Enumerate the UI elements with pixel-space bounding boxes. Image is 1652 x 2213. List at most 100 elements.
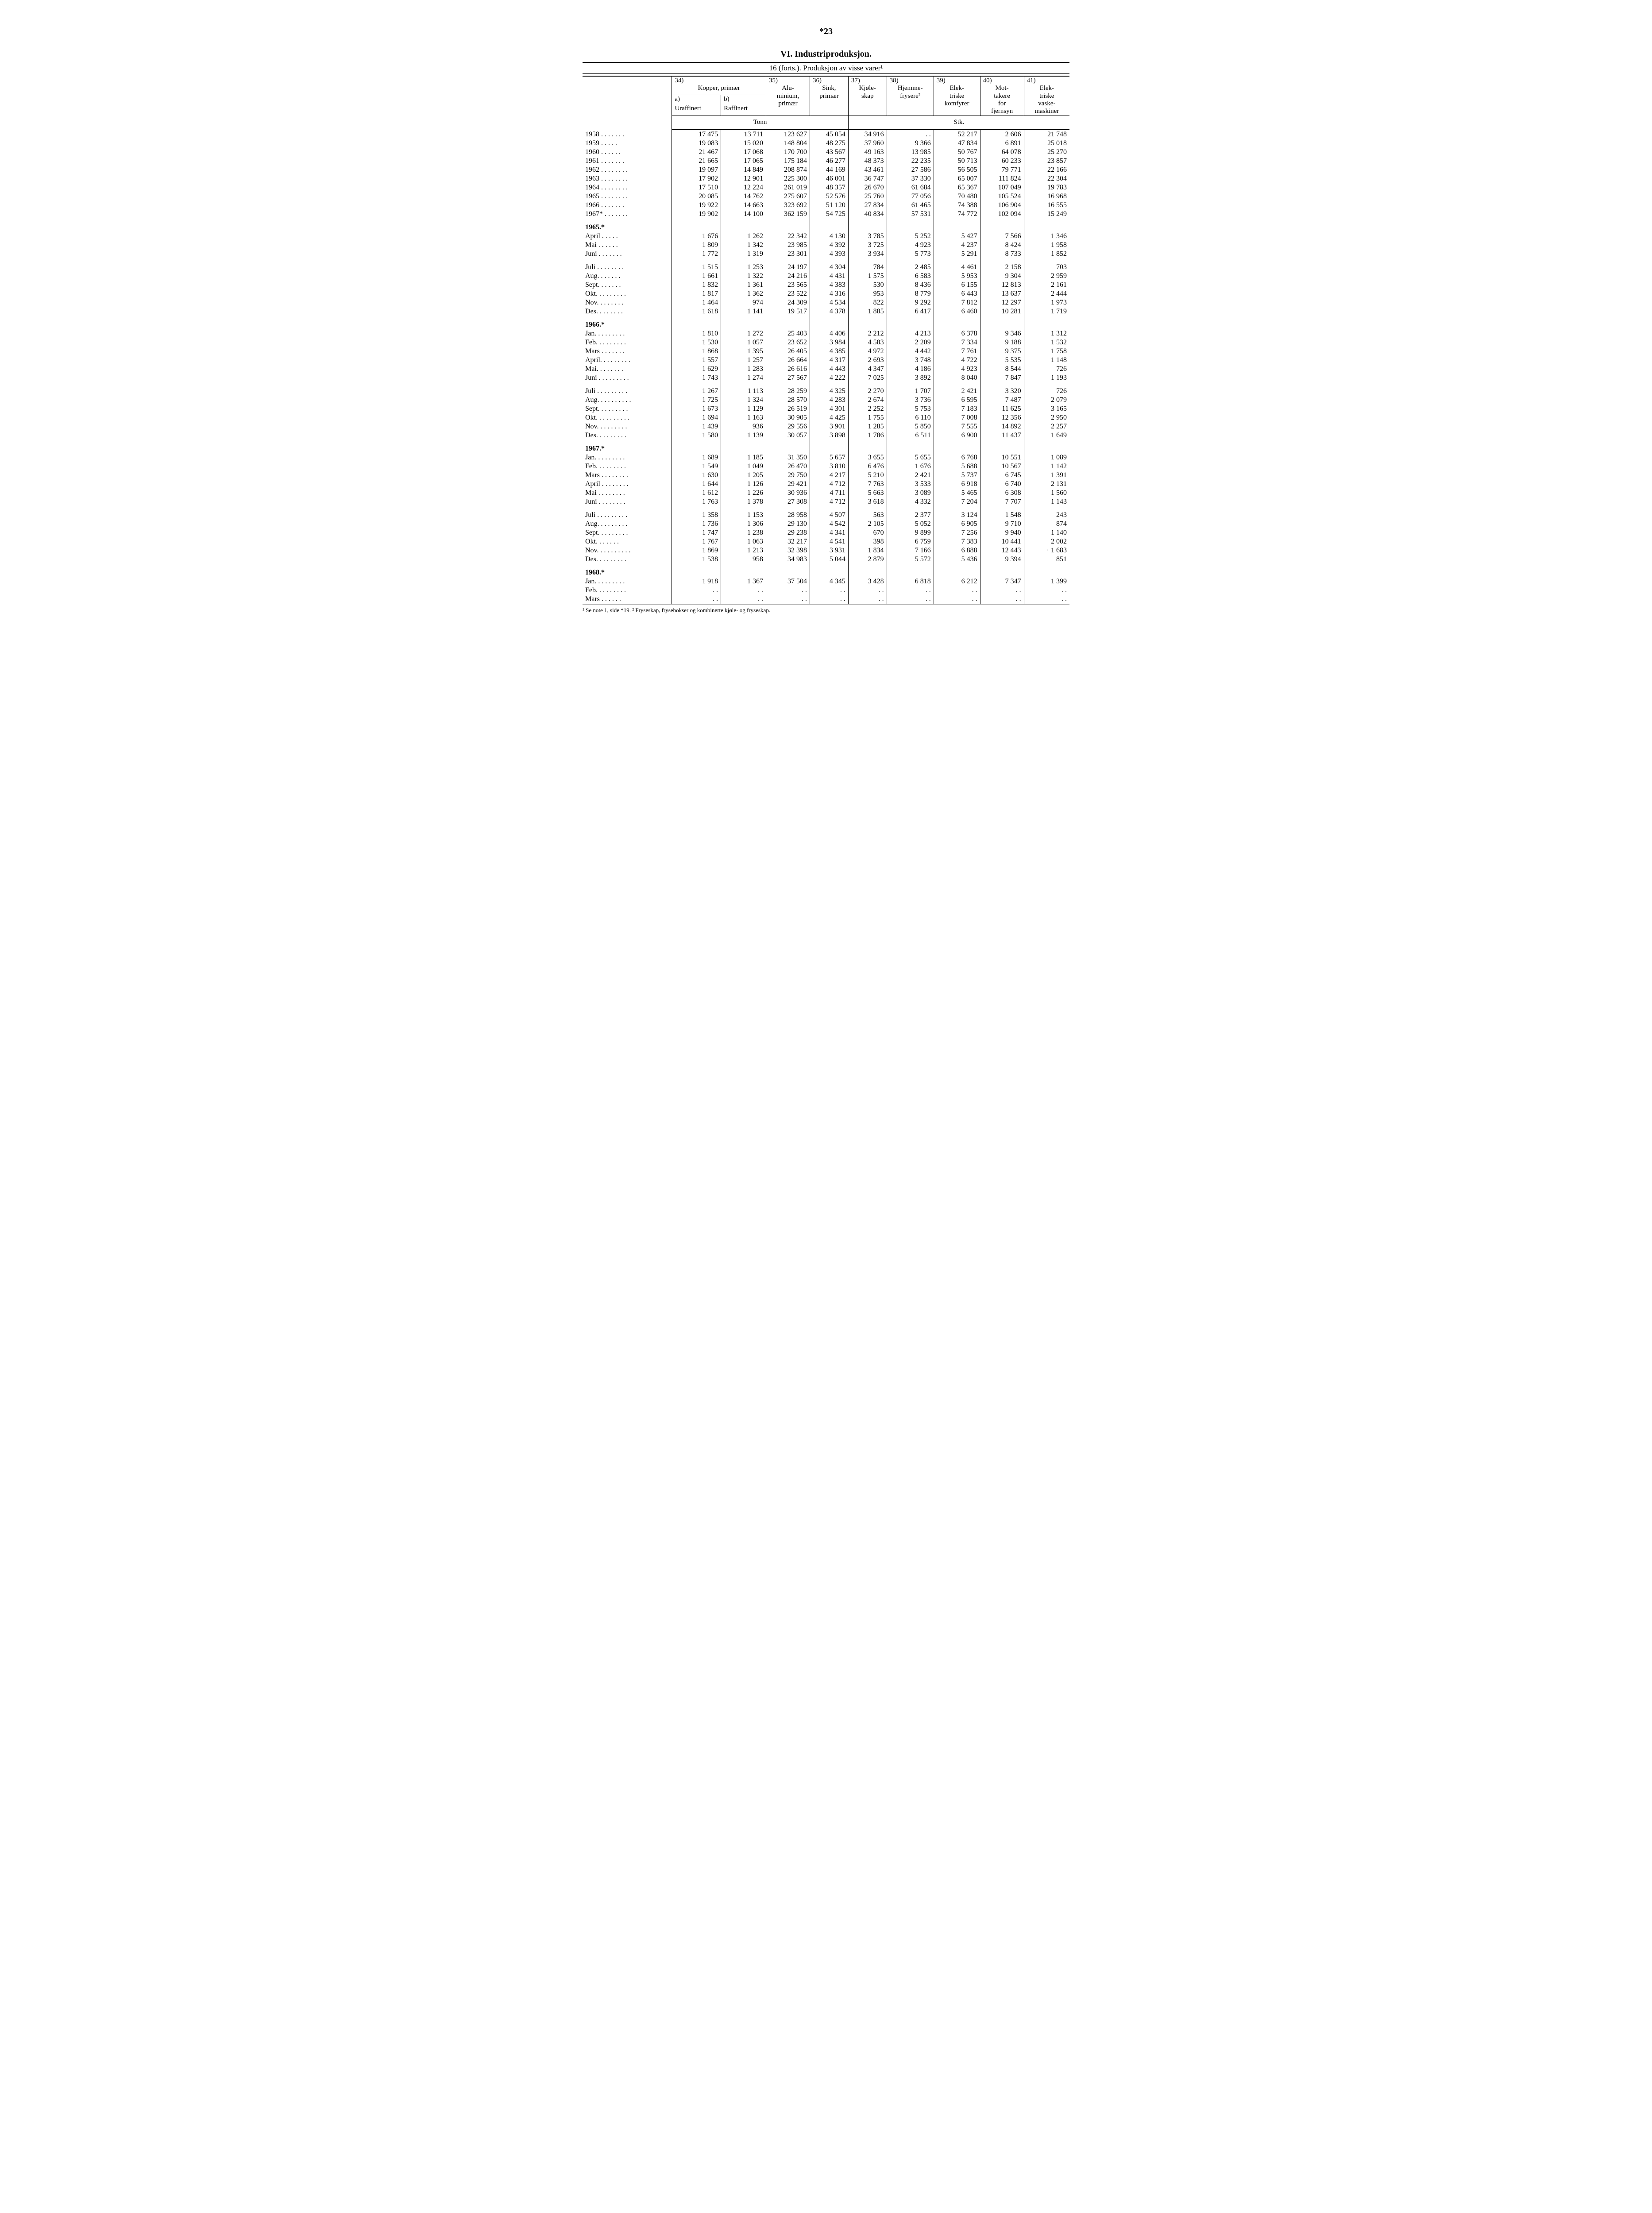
cell: · 1 683: [1024, 546, 1069, 555]
cell: 1 439: [672, 422, 721, 431]
cell: [980, 444, 1024, 453]
cell: 25 018: [1024, 139, 1069, 148]
table-row: April. . . . . . . . .1 5571 25726 6644 …: [583, 356, 1069, 365]
cell: 3 736: [887, 396, 934, 405]
cell: 105 524: [980, 192, 1024, 201]
cell: 8 424: [980, 241, 1024, 250]
cell: 2 421: [887, 471, 934, 480]
cell: 6 595: [934, 396, 980, 405]
cell: 25 403: [766, 329, 810, 338]
cell: 4 186: [887, 365, 934, 374]
cell: 5 210: [848, 471, 887, 480]
cell: 34 983: [766, 555, 810, 564]
cell: [887, 223, 934, 232]
cell: [810, 568, 849, 577]
table-row: Mai . . . . . . . .1 6121 22630 9364 711…: [583, 489, 1069, 497]
row-label: Mai. . . . . . . .: [583, 365, 672, 374]
cell: 1 089: [1024, 453, 1069, 462]
cell: 7 383: [934, 537, 980, 546]
cell: [980, 223, 1024, 232]
row-label: Mai . . . . . . . .: [583, 489, 672, 497]
cell: 7 487: [980, 396, 1024, 405]
cell: [934, 444, 980, 453]
row-label: Jan. . . . . . . . .: [583, 453, 672, 462]
cell: 4 130: [810, 232, 849, 241]
cell: 1 758: [1024, 347, 1069, 356]
cell: 2 212: [848, 329, 887, 338]
row-label: 1965.*: [583, 223, 672, 232]
cell: 102 094: [980, 210, 1024, 219]
cell: 1 918: [672, 577, 721, 586]
table-row: Des. . . . . . . . .1 53895834 9835 0442…: [583, 555, 1069, 564]
cell: 29 556: [766, 422, 810, 431]
row-label: 1963 . . . . . . . .: [583, 174, 672, 183]
cell: 4 583: [848, 338, 887, 347]
cell: 323 692: [766, 201, 810, 210]
cell: 4 406: [810, 329, 849, 338]
cell: 2 209: [887, 338, 934, 347]
cell: 74 388: [934, 201, 980, 210]
cell: 1 362: [721, 289, 766, 298]
cell: 49 163: [848, 148, 887, 157]
cell: . .: [1024, 595, 1069, 604]
table-row: Juni . . . . . . . . .1 7431 27427 5674 …: [583, 374, 1069, 382]
cell: 7 008: [934, 413, 980, 422]
cell: 9 188: [980, 338, 1024, 347]
cell: [934, 568, 980, 577]
cell: . .: [887, 595, 934, 604]
cell: 4 711: [810, 489, 849, 497]
cell: 9 394: [980, 555, 1024, 564]
cell: 1 629: [672, 365, 721, 374]
cell: 6 905: [934, 520, 980, 528]
table-row: Nov. . . . . . . . . .1 8691 21332 3983 …: [583, 546, 1069, 555]
cell: 5 663: [848, 489, 887, 497]
cell: 6 155: [934, 281, 980, 289]
cell: 3 748: [887, 356, 934, 365]
cell: 1 810: [672, 329, 721, 338]
cell: 1 395: [721, 347, 766, 356]
cell: 1 630: [672, 471, 721, 480]
cell: 61 684: [887, 183, 934, 192]
cell: 4 541: [810, 537, 849, 546]
table-row: 1967.*: [583, 444, 1069, 453]
cell: 22 304: [1024, 174, 1069, 183]
row-label: Sept. . . . . . .: [583, 281, 672, 289]
cell: 2 674: [848, 396, 887, 405]
col-a-num: a): [672, 95, 721, 104]
cell: 3 533: [887, 480, 934, 489]
row-label: 1964 . . . . . . . .: [583, 183, 672, 192]
table-body: 1958 . . . . . . .17 47513 711123 62745 …: [583, 130, 1069, 604]
table-row: Mai. . . . . . . .1 6291 28326 6164 4434…: [583, 365, 1069, 374]
cell: 28 259: [766, 387, 810, 396]
cell: [721, 320, 766, 329]
table-row: Sept. . . . . . .1 8321 36123 5654 38353…: [583, 281, 1069, 289]
cell: 46 277: [810, 157, 849, 166]
cell: [848, 320, 887, 329]
cell: [721, 223, 766, 232]
cell: 56 505: [934, 166, 980, 174]
col-b-num: b): [721, 95, 766, 104]
table-row: 1961 . . . . . . .21 66517 065175 18446 …: [583, 157, 1069, 166]
cell: 23 301: [766, 250, 810, 258]
row-label: Feb. . . . . . . . .: [583, 462, 672, 471]
cell: 13 985: [887, 148, 934, 157]
cell: 4 217: [810, 471, 849, 480]
cell: 1 319: [721, 250, 766, 258]
table-row: Juli . . . . . . . . .1 3581 15328 9584 …: [583, 511, 1069, 520]
cell: 77 056: [887, 192, 934, 201]
cell: 5 737: [934, 471, 980, 480]
cell: 5 572: [887, 555, 934, 564]
table-row: Jan. . . . . . . . .1 8101 27225 4034 40…: [583, 329, 1069, 338]
table-row: 1968.*: [583, 568, 1069, 577]
cell: . .: [721, 595, 766, 604]
cell: [934, 223, 980, 232]
row-label: Jan. . . . . . . . .: [583, 329, 672, 338]
cell: 34 916: [848, 130, 887, 139]
cell: 10 551: [980, 453, 1024, 462]
cell: 2 161: [1024, 281, 1069, 289]
table-header: 34) Kopper, primær 35) Alu- minium, prim…: [583, 76, 1069, 130]
table-row: Juni . . . . . . .1 7721 31923 3014 3933…: [583, 250, 1069, 258]
cell: 6 900: [934, 431, 980, 440]
cell: 1 148: [1024, 356, 1069, 365]
cell: 2 002: [1024, 537, 1069, 546]
